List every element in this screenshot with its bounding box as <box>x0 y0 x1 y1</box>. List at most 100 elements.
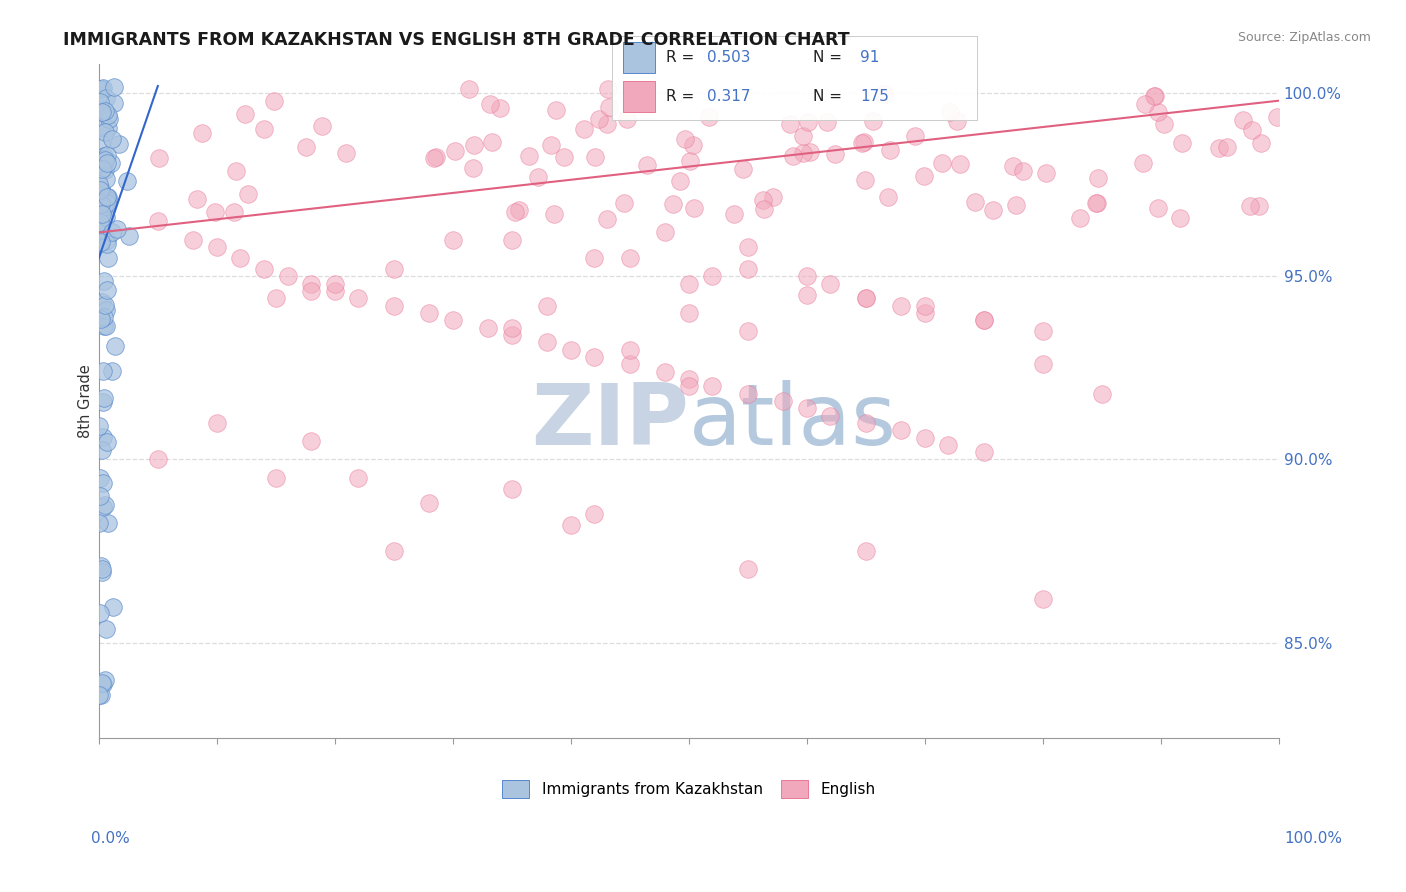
Point <box>89 471 111 485</box>
Point <box>93 391 115 405</box>
Point <box>851 136 873 150</box>
Point <box>90 182 112 196</box>
Point <box>93 162 115 177</box>
Point <box>1032 591 1054 606</box>
Point <box>457 81 479 95</box>
Point <box>503 205 526 219</box>
Point <box>1147 201 1170 215</box>
Point <box>574 122 596 136</box>
Point <box>914 299 936 313</box>
Point <box>662 197 685 211</box>
Point <box>93 153 115 168</box>
Point <box>101 225 124 239</box>
Point <box>96 190 118 204</box>
Point <box>323 277 346 291</box>
Point <box>1032 357 1054 371</box>
Point <box>236 186 259 201</box>
Point <box>596 81 619 95</box>
Point <box>536 299 558 313</box>
Point <box>613 195 636 210</box>
Point <box>508 203 530 218</box>
Point <box>252 122 274 136</box>
Point <box>1069 211 1091 225</box>
Point <box>855 416 877 430</box>
Point <box>96 195 118 210</box>
Point <box>973 313 995 327</box>
Point <box>792 146 814 161</box>
Point <box>299 277 322 291</box>
Point <box>90 295 112 310</box>
Text: R =: R = <box>666 50 700 65</box>
Point <box>229 251 252 265</box>
Point <box>598 100 620 114</box>
Point <box>89 516 111 531</box>
Point <box>323 284 346 298</box>
Point <box>463 161 485 175</box>
Point <box>97 251 120 265</box>
Point <box>939 105 962 120</box>
Point <box>89 183 111 197</box>
Point <box>90 235 112 249</box>
Point <box>186 192 208 206</box>
Point <box>588 112 610 127</box>
Text: 0.0%: 0.0% <box>91 831 131 846</box>
Point <box>96 147 118 161</box>
Point <box>104 338 127 352</box>
Point <box>118 228 141 243</box>
Point <box>779 117 801 131</box>
Point <box>148 151 170 165</box>
Point <box>678 306 700 320</box>
Point <box>444 145 467 159</box>
Point <box>441 313 464 327</box>
Point <box>799 145 821 160</box>
Point <box>94 318 117 333</box>
Text: 91: 91 <box>860 50 880 65</box>
Point <box>311 119 333 133</box>
Point <box>382 544 405 558</box>
Point <box>737 562 759 576</box>
Point <box>425 150 447 164</box>
Text: IMMIGRANTS FROM KAZAKHSTAN VS ENGLISH 8TH GRADE CORRELATION CHART: IMMIGRANTS FROM KAZAKHSTAN VS ENGLISH 8T… <box>63 31 849 49</box>
Point <box>101 600 124 615</box>
Point <box>1001 159 1024 173</box>
Point <box>90 442 112 457</box>
Point <box>264 471 287 485</box>
Point <box>619 357 641 371</box>
Point <box>560 518 582 533</box>
Point <box>96 284 118 298</box>
Point <box>1153 117 1175 131</box>
Point <box>792 129 814 144</box>
Point <box>93 394 115 409</box>
Point <box>382 262 405 277</box>
Point <box>89 192 111 206</box>
Point <box>731 162 754 177</box>
Point <box>583 350 606 364</box>
Point <box>91 81 114 95</box>
Point <box>91 565 114 579</box>
Point <box>205 416 228 430</box>
Point <box>94 498 117 512</box>
Point <box>965 194 987 209</box>
Point <box>536 335 558 350</box>
Point <box>89 419 111 434</box>
Point <box>96 435 118 450</box>
Text: R =: R = <box>666 89 700 104</box>
Point <box>94 172 117 186</box>
Point <box>501 328 523 343</box>
Point <box>94 298 117 312</box>
Point <box>877 190 900 204</box>
Point <box>94 673 117 688</box>
Point <box>253 262 276 277</box>
Point <box>596 117 619 131</box>
Point <box>94 104 117 119</box>
Point <box>204 204 226 219</box>
Point <box>91 364 114 378</box>
Point <box>583 251 606 265</box>
Text: 100.0%: 100.0% <box>1285 831 1343 846</box>
Point <box>94 303 117 318</box>
Text: ZIP: ZIP <box>531 380 689 463</box>
Point <box>91 161 114 176</box>
Point <box>1132 156 1154 170</box>
Point <box>101 132 124 146</box>
Point <box>90 153 112 168</box>
